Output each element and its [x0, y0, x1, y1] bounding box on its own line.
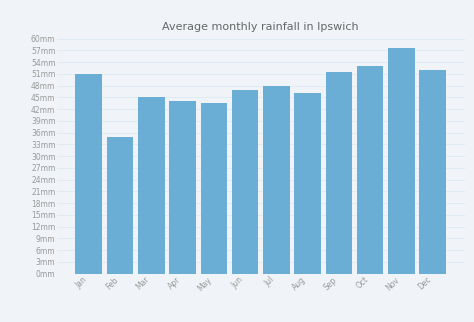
Bar [201, 103, 227, 274]
Bar [75, 74, 102, 274]
Bar [263, 86, 290, 274]
Title: Average monthly rainfall in Ipswich: Average monthly rainfall in Ipswich [163, 22, 359, 32]
Bar [169, 101, 196, 274]
Bar [357, 66, 383, 274]
Bar [138, 97, 164, 274]
Bar [419, 70, 446, 274]
Bar [294, 93, 321, 274]
Bar [326, 72, 352, 274]
Bar [388, 48, 415, 274]
Bar [107, 137, 133, 274]
Bar [232, 90, 258, 274]
